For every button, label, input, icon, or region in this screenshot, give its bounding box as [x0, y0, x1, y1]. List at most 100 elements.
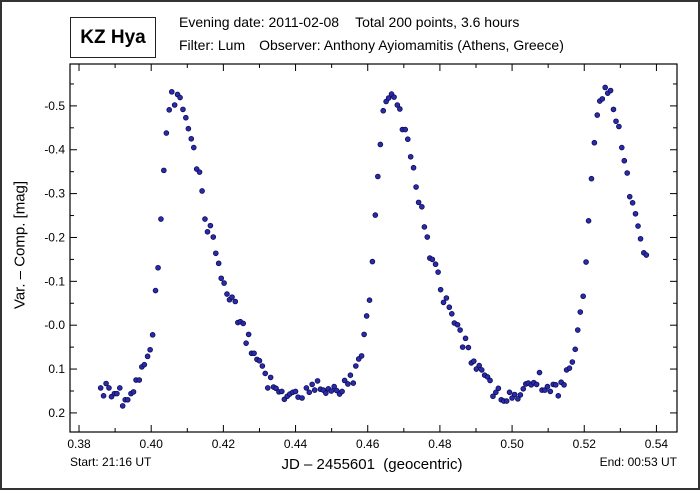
data-point [259, 363, 266, 369]
data-point [515, 396, 521, 402]
x-tick-label: 0.38 [67, 437, 91, 451]
data-point [478, 367, 485, 373]
data-point [377, 141, 384, 148]
data-point [613, 118, 619, 125]
y-tick-label: -0.0 [44, 318, 65, 332]
data-point [544, 383, 551, 390]
data-point [347, 372, 354, 378]
evening-date: Evening date: 2011-02-08 [179, 14, 340, 30]
data-point [555, 393, 562, 399]
x-tick-label: 0.54 [645, 437, 669, 451]
data-point [229, 294, 235, 300]
x-axis-label: JD – 2455601 (geocentric) [281, 456, 463, 473]
start-time: Start: 21:16 UT [70, 455, 152, 469]
y-tick-label: 0.2 [48, 406, 65, 420]
data-point [345, 381, 351, 387]
data-point [262, 370, 269, 377]
data-point [561, 382, 567, 388]
data-point [594, 112, 601, 118]
data-point [591, 139, 598, 146]
data-point [144, 353, 151, 360]
data-point [503, 398, 510, 404]
data-point [323, 390, 329, 396]
data-point [350, 380, 357, 386]
data-point [114, 390, 120, 397]
x-tick-label: 0.48 [428, 437, 452, 451]
data-point [626, 193, 633, 200]
tick-labels: 0.38 0.40 0.42 0.44 0.46 0.48 0.50 0.52 0.54 -0.5… [44, 99, 668, 451]
data-point [152, 287, 159, 294]
data-point [569, 359, 576, 365]
data-point [232, 298, 239, 305]
data-point [210, 234, 217, 240]
data-point [602, 84, 608, 91]
data-point [635, 223, 641, 229]
data-point [517, 392, 524, 398]
data-point [599, 96, 606, 102]
data-point [353, 363, 359, 369]
data-point [421, 224, 428, 230]
data-point [97, 385, 104, 391]
data-point [190, 144, 197, 151]
data-point [299, 395, 305, 401]
data-point [161, 167, 167, 174]
data-point [199, 188, 205, 194]
data-point [413, 184, 419, 190]
x-tick-label: 0.42 [212, 437, 236, 451]
data-point [432, 261, 439, 268]
data-point [215, 260, 222, 267]
data-point [363, 313, 370, 319]
data-point [459, 344, 466, 350]
data-point [511, 391, 518, 398]
data-point [136, 377, 143, 383]
data-point [506, 389, 513, 396]
y-tick-label: -0.3 [44, 187, 65, 201]
data-point [618, 144, 625, 151]
data-point [607, 87, 614, 94]
data-point [397, 106, 403, 112]
y-tick-label: -0.5 [44, 99, 65, 113]
data-point [106, 385, 112, 391]
data-point [196, 169, 203, 175]
data-point [380, 107, 387, 114]
x-tick-label: 0.50 [500, 437, 524, 451]
data-point [117, 385, 123, 391]
data-point [369, 258, 376, 265]
data-point [446, 304, 453, 311]
data-point [267, 374, 274, 381]
data-point [402, 126, 409, 133]
data-point [119, 403, 126, 409]
data-point [490, 393, 496, 400]
data-point [487, 377, 493, 384]
data-point [385, 95, 392, 101]
data-point [168, 89, 175, 95]
data-point [333, 387, 340, 394]
data-point [643, 252, 650, 258]
data-point [331, 383, 337, 390]
data-point [273, 385, 279, 392]
data-point [100, 393, 107, 399]
data-point [435, 269, 441, 275]
data-point [292, 388, 299, 395]
data-point [158, 216, 164, 222]
data-point [624, 170, 630, 176]
data-point [471, 358, 477, 364]
plot-area [69, 63, 678, 433]
data-point [366, 297, 373, 303]
data-point [303, 385, 310, 391]
end-time: End: 00:53 UT [599, 455, 677, 469]
observer: Observer: Anthony Ayiomamitis (Athens, G… [259, 37, 564, 53]
star-name-box: KZ Hya [70, 17, 156, 58]
data-point [394, 102, 401, 108]
data-point [221, 280, 227, 286]
data-point [476, 362, 483, 369]
y-axis-label: Var. – Comp. [mag] [11, 180, 29, 310]
data-point [141, 361, 148, 368]
data-point [375, 173, 381, 180]
data-point [240, 320, 247, 327]
y-tick-label: -0.2 [44, 230, 65, 244]
data-point [204, 228, 211, 235]
data-point [243, 340, 249, 346]
